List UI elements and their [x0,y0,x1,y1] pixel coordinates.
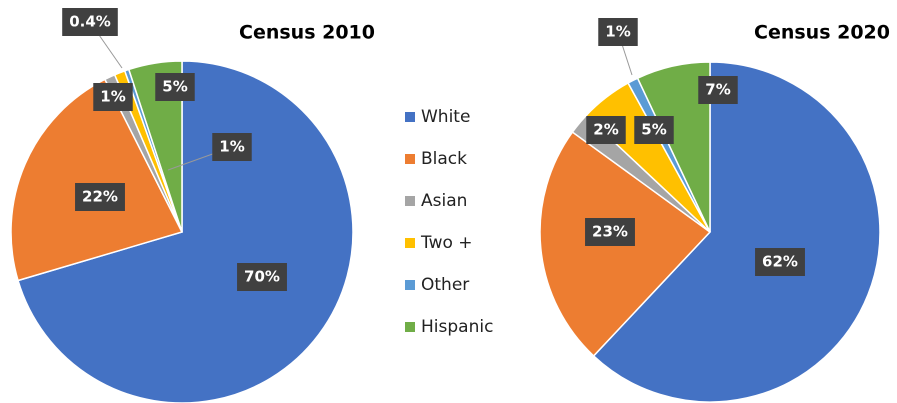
legend-label: White [421,107,470,127]
data-label-box [212,133,252,161]
legend-swatch [405,322,415,332]
chart-title: Census 2020 [754,22,890,44]
data-label: 23% [592,223,628,241]
data-label-box [75,183,125,211]
data-label-box [62,8,118,36]
legend-label: Other [421,275,469,295]
data-label-box [93,83,133,111]
legend-label: Black [421,149,467,169]
data-label-box [755,248,805,276]
legend-label: Asian [421,191,467,211]
chart-title: Census 2010 [239,22,375,44]
data-label-box [634,116,674,144]
legend-label: Hispanic [421,317,493,337]
data-label: 62% [762,253,798,271]
pie-slice [127,60,183,233]
data-label: 5% [641,121,666,139]
data-label: 1% [100,88,125,106]
data-label-box [237,263,287,291]
data-label: 1% [605,23,630,41]
legend-swatch [405,154,415,164]
data-label: 7% [705,81,730,99]
data-label: 70% [244,268,280,286]
data-label: 0.4% [69,13,111,31]
legend-swatch [405,238,415,248]
legend-swatch [405,112,415,122]
pie-slice [636,61,711,233]
pie-slice [592,61,881,403]
data-label-box [155,73,195,101]
data-label-box [598,18,638,46]
pie-slice [17,60,354,403]
data-label: 2% [593,121,618,139]
data-label-box [698,76,738,104]
data-label: 1% [219,138,244,156]
data-label-box [585,218,635,246]
data-label: 5% [162,78,187,96]
legend-label: Two + [420,233,473,253]
legend-swatch [405,196,415,206]
data-label-box [586,116,626,144]
data-label: 22% [82,188,118,206]
pie-slice [10,78,184,282]
legend-swatch [405,280,415,290]
